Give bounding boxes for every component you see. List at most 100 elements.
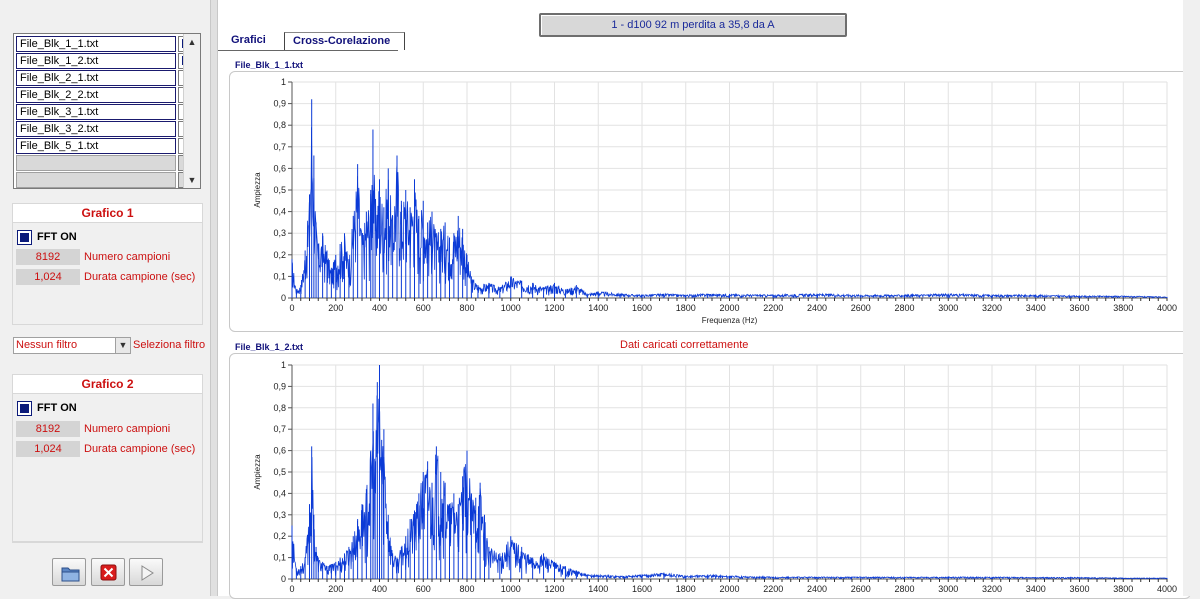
file-list-scrollbar[interactable]: ▲ ▼	[183, 34, 200, 188]
y-tick-label: 0,6	[273, 446, 286, 456]
file-list[interactable]: File_Blk_1_1.txt File_Blk_1_2.txt File_Blk…	[13, 33, 201, 189]
folder-icon	[61, 567, 80, 582]
chart2-plot[interactable]: 0 0,1 0,2 0,3 0,4 0,5 0,6 0,7 0,8 0,9 1 0 200 400 600 8…	[230, 354, 1190, 598]
file-list-empty-row[interactable]	[16, 172, 176, 188]
load-status-message: Dati caricati correttamente	[620, 339, 749, 351]
grafico2-fft-toggle[interactable]: FFT ON	[17, 400, 77, 416]
x-tick-label: 3600	[1069, 584, 1089, 594]
file-list-item[interactable]: File_Blk_5_1.txt	[16, 138, 176, 154]
num-campioni-label: Numero campioni	[84, 423, 171, 435]
x-tick-label: 2400	[807, 303, 827, 313]
y-tick-label: 0,1	[273, 271, 286, 281]
y-tick-label: 0	[281, 293, 286, 303]
x-tick-label: 2400	[807, 584, 827, 594]
tab-grafici[interactable]: Grafici	[231, 34, 266, 46]
x-tick-label: 2800	[894, 584, 914, 594]
file-list-item[interactable]: File_Blk_3_2.txt	[16, 121, 176, 137]
file-list-item[interactable]: File_Blk_2_2.txt	[16, 87, 176, 103]
grafico1-fft-toggle[interactable]: FFT ON	[17, 229, 77, 245]
chevron-down-icon[interactable]: ▼	[115, 338, 130, 353]
fft-label: FFT ON	[37, 402, 77, 414]
x-tick-label: 2000	[719, 584, 739, 594]
x-tick-label: 4000	[1157, 303, 1177, 313]
x-tick-label: 1400	[588, 584, 608, 594]
y-tick-label: 0,7	[273, 142, 286, 152]
x-tick-label: 600	[416, 584, 431, 594]
play-icon	[141, 565, 154, 581]
grafico2-header: Grafico 2	[12, 374, 203, 394]
chevron-up-icon[interactable]: ▲	[187, 37, 197, 47]
vertical-scrollbar[interactable]	[1183, 0, 1200, 596]
y-tick-label: 0,8	[273, 403, 286, 413]
durata-value[interactable]: 1,024	[16, 441, 80, 457]
y-tick-label: 0,5	[273, 467, 286, 477]
x-tick-label: 1800	[676, 584, 696, 594]
file-list-item[interactable]: File_Blk_2_1.txt	[16, 70, 176, 86]
x-tick-label: 1200	[544, 584, 564, 594]
file-list-item[interactable]: File_Blk_1_2.txt	[16, 53, 176, 69]
chart1-frame: 0 0,1 0,2 0,3 0,4 0,5 0,6 0,7 0,8 0,9 1 0 200 400 600 8…	[229, 71, 1191, 332]
tab-underline	[218, 50, 398, 51]
fft-label: FFT ON	[37, 231, 77, 243]
durata-label: Durata campione (sec)	[84, 271, 196, 283]
x-tick-label: 3600	[1069, 303, 1089, 313]
file-list-item[interactable]: File_Blk_1_1.txt	[16, 36, 176, 52]
panel-splitter[interactable]	[210, 0, 218, 596]
x-tick-label: 3200	[982, 584, 1002, 594]
grafico2-num-campioni-row: 8192 Numero campioni	[16, 421, 170, 437]
x-tick-label: 2200	[763, 584, 783, 594]
y-tick-label: 1	[281, 77, 286, 87]
file-list-empty-row[interactable]	[16, 155, 176, 171]
fft-checkbox[interactable]	[17, 400, 32, 416]
y-tick-label: 0,5	[273, 185, 286, 195]
y-tick-label: 0,3	[273, 228, 286, 238]
x-tick-label: 1800	[676, 303, 696, 313]
x-tick-label: 0	[289, 303, 294, 313]
close-icon	[100, 564, 117, 581]
stop-button[interactable]	[91, 558, 125, 586]
tab-cross-corelazione[interactable]: Cross-Corelazione	[284, 32, 406, 50]
left-panel: File_Blk_1_1.txt File_Blk_1_2.txt File_Blk…	[0, 0, 210, 596]
chart1-title: File_Blk_1_1.txt	[235, 60, 304, 70]
x-tick-label: 1200	[544, 303, 564, 313]
x-tick-label: 200	[328, 584, 343, 594]
chart2-title: File_Blk_1_2.txt	[235, 342, 304, 352]
num-campioni-value[interactable]: 8192	[16, 421, 80, 437]
x-tick-label: 400	[372, 584, 387, 594]
y-tick-label: 0,6	[273, 163, 286, 173]
main-area: 1 - d100 92 m perdita a 35,8 da A Grafic…	[218, 0, 1200, 599]
x-tick-label: 3400	[1026, 303, 1046, 313]
x-tick-label: 2600	[851, 584, 871, 594]
x-tick-label: 1000	[501, 303, 521, 313]
grafico1-header: Grafico 1	[12, 203, 203, 223]
x-tick-label: 3800	[1113, 584, 1133, 594]
filter-selected-value: Nessun filtro	[16, 339, 78, 351]
x-tick-label: 1600	[632, 584, 652, 594]
y-tick-label: 0,9	[273, 381, 286, 391]
y-tick-label: 0,1	[273, 553, 286, 563]
open-folder-button[interactable]	[52, 558, 86, 586]
num-campioni-value[interactable]: 8192	[16, 249, 80, 265]
x-tick-label: 4000	[1157, 584, 1177, 594]
run-button[interactable]	[129, 558, 163, 586]
x-tick-label: 800	[459, 584, 474, 594]
y-tick-label: 1	[281, 360, 286, 370]
chart1-plot[interactable]: 0 0,1 0,2 0,3 0,4 0,5 0,6 0,7 0,8 0,9 1 0 200 400 600 8…	[230, 72, 1190, 331]
durata-value[interactable]: 1,024	[16, 269, 80, 285]
chevron-down-icon[interactable]: ▼	[187, 175, 197, 185]
y-tick-label: 0,8	[273, 120, 286, 130]
x-tick-label: 1000	[501, 584, 521, 594]
x-tick-label: 1600	[632, 303, 652, 313]
x-tick-label: 3000	[938, 303, 958, 313]
filter-select[interactable]: Nessun filtro ▼	[13, 337, 131, 354]
y-axis-label: Ampiezza	[253, 172, 262, 208]
x-tick-label: 3200	[982, 303, 1002, 313]
file-list-item[interactable]: File_Blk_3_1.txt	[16, 104, 176, 120]
x-tick-label: 0	[289, 584, 294, 594]
button-bar	[12, 542, 203, 596]
grafico2-panel: FFT ON 8192 Numero campioni 1,024 Durata…	[12, 394, 203, 542]
x-tick-label: 600	[416, 303, 431, 313]
x-tick-label: 2000	[719, 303, 739, 313]
fft-checkbox[interactable]	[17, 229, 32, 245]
x-tick-label: 800	[459, 303, 474, 313]
